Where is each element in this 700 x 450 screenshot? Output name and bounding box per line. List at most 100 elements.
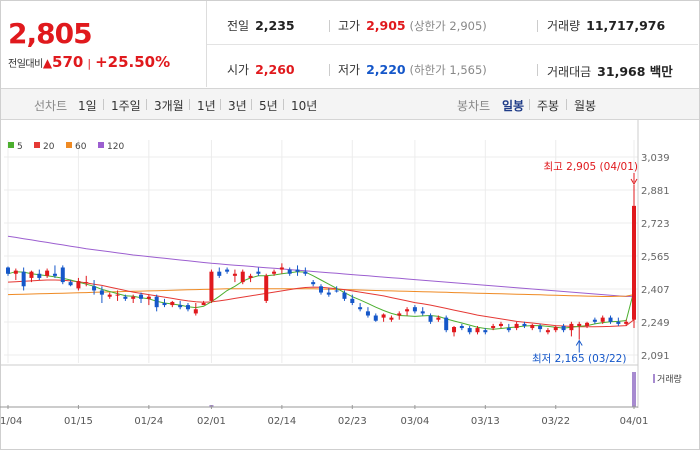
trade-value: 31,968 백만 bbox=[597, 64, 673, 79]
high-label: 고가 bbox=[338, 19, 361, 33]
x-tick-label: 02/14 bbox=[267, 416, 296, 427]
candle bbox=[240, 271, 245, 283]
divider bbox=[251, 99, 252, 110]
volume-bar bbox=[632, 372, 636, 407]
prev-close-label: 전일 bbox=[227, 19, 250, 33]
candle-weekly-button[interactable]: 주봉 bbox=[537, 99, 560, 113]
ma5-line bbox=[7, 271, 635, 330]
divider bbox=[189, 99, 190, 110]
y-tick-label: 3,039 bbox=[641, 153, 670, 164]
candle bbox=[577, 323, 582, 326]
candle bbox=[295, 269, 300, 272]
period-10y-button[interactable]: 10년 bbox=[291, 99, 318, 113]
chart-annotations: 최고 2,905 (04/01) 최저 2,165 (03/22) bbox=[532, 161, 638, 365]
low-arrow-head bbox=[575, 339, 583, 346]
stat-trade-value: 거래대금 31,968 백만 bbox=[547, 61, 673, 80]
prev-close-value: 2,235 bbox=[255, 18, 295, 33]
candle bbox=[405, 309, 410, 312]
divider bbox=[329, 64, 330, 76]
candle-daily-button[interactable]: 일봉 bbox=[502, 99, 525, 113]
candle bbox=[389, 317, 394, 320]
x-tick-label: 04/01 bbox=[620, 416, 649, 427]
candles bbox=[6, 184, 636, 340]
candle bbox=[45, 270, 50, 276]
x-tick-label: 03/13 bbox=[471, 416, 500, 427]
volume-panel: 거래량 bbox=[209, 372, 682, 407]
period-1d-button[interactable]: 1일 bbox=[78, 99, 97, 113]
legend-swatch bbox=[34, 142, 40, 148]
legend-swatch bbox=[98, 142, 104, 148]
candle bbox=[264, 275, 269, 301]
candle bbox=[561, 325, 566, 331]
legend-label: 20 bbox=[43, 142, 55, 152]
trade-value-label: 거래대금 bbox=[547, 65, 592, 79]
x-tick-label: 01/24 bbox=[134, 416, 163, 427]
candle bbox=[107, 294, 112, 297]
volume-value: 11,717,976 bbox=[586, 18, 666, 33]
high-arrow-head bbox=[630, 178, 638, 185]
candle bbox=[342, 292, 347, 299]
period-3y-button[interactable]: 3년 bbox=[228, 99, 247, 113]
candle bbox=[326, 292, 331, 295]
chart-legend: 5 20 60 120 bbox=[8, 142, 124, 152]
legend-swatch bbox=[66, 142, 72, 148]
high-value: 2,905 bbox=[366, 18, 406, 33]
divider bbox=[103, 99, 104, 110]
chart-grid bbox=[4, 140, 638, 363]
candle bbox=[170, 301, 175, 306]
high-annotation: 최고 2,905 (04/01) bbox=[543, 161, 638, 173]
price-stats: 전일 2,235 고가 2,905 (상한가 2,905) 거래량 11,717,97… bbox=[207, 1, 698, 87]
quote-summary: 2,805 전일대비▲570 | +25.50% bbox=[1, 1, 207, 87]
candle bbox=[60, 267, 65, 283]
candle bbox=[452, 327, 457, 333]
candle bbox=[319, 286, 323, 293]
period-5y-button[interactable]: 5년 bbox=[259, 99, 278, 113]
candlestick-chart: 5 20 60 120 최고 2,905 (04/01) 최저 2,165 (03/22… bbox=[0, 120, 682, 427]
x-tick-label: 02/01 bbox=[197, 416, 226, 427]
candle bbox=[256, 271, 261, 274]
candle bbox=[146, 296, 151, 299]
stat-volume: 거래량 11,717,976 bbox=[547, 17, 665, 34]
candle bbox=[428, 315, 433, 322]
candle bbox=[585, 322, 590, 326]
candle bbox=[178, 305, 183, 308]
candle bbox=[68, 282, 73, 286]
candle bbox=[600, 317, 605, 322]
divider bbox=[566, 99, 567, 110]
low-label: 저가 bbox=[338, 63, 361, 77]
candle-monthly-button[interactable]: 월봉 bbox=[574, 99, 597, 113]
legend-label: 5 bbox=[17, 142, 23, 152]
period-1w-button[interactable]: 1주일 bbox=[111, 99, 141, 113]
candle bbox=[569, 323, 574, 331]
candle bbox=[334, 290, 339, 292]
candle bbox=[311, 282, 316, 285]
divider bbox=[537, 20, 538, 32]
candle bbox=[123, 296, 128, 299]
volume-label: 거래량 bbox=[657, 373, 682, 385]
candle bbox=[483, 330, 488, 333]
y-tick-label: 2,881 bbox=[641, 186, 670, 197]
period-1y-button[interactable]: 1년 bbox=[197, 99, 216, 113]
candle bbox=[139, 294, 144, 299]
candle bbox=[459, 325, 464, 329]
period-3m-button[interactable]: 3개월 bbox=[154, 99, 184, 113]
y-tick-label: 2,249 bbox=[641, 318, 670, 329]
candle bbox=[6, 267, 10, 274]
candle bbox=[209, 271, 214, 301]
candle-chart-label: 봉차트 bbox=[457, 99, 491, 113]
separator: | bbox=[87, 57, 92, 70]
candle bbox=[84, 282, 89, 284]
x-tick-label: 03/04 bbox=[400, 416, 429, 427]
candle bbox=[52, 273, 57, 276]
candle bbox=[506, 328, 511, 331]
candle bbox=[358, 307, 363, 310]
legend-label: 60 bbox=[75, 142, 87, 152]
candle bbox=[420, 311, 425, 314]
candle bbox=[616, 321, 621, 324]
candle bbox=[272, 271, 277, 274]
candle bbox=[632, 205, 636, 320]
candle bbox=[373, 315, 378, 321]
candle bbox=[29, 271, 34, 278]
candle bbox=[13, 270, 18, 274]
divider bbox=[283, 99, 284, 110]
